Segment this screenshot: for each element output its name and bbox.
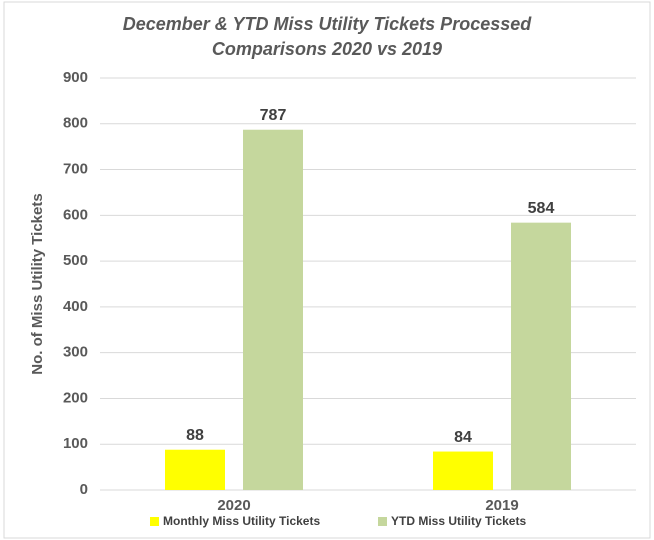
y-tick-label: 900 bbox=[63, 69, 88, 86]
y-tick-label: 700 bbox=[63, 161, 88, 178]
bar bbox=[165, 449, 225, 490]
x-tick-label: 2020 bbox=[217, 497, 250, 514]
bar bbox=[433, 451, 493, 490]
y-tick-label: 0 bbox=[80, 481, 88, 498]
y-tick-label: 300 bbox=[63, 344, 88, 361]
data-label: 787 bbox=[260, 107, 287, 124]
legend-label: YTD Miss Utility Tickets bbox=[391, 514, 526, 528]
y-tick-label: 500 bbox=[63, 252, 88, 269]
y-tick-label: 200 bbox=[63, 389, 88, 406]
data-label: 84 bbox=[454, 429, 472, 446]
y-tick-label: 100 bbox=[63, 435, 88, 452]
y-tick-label: 600 bbox=[63, 206, 88, 223]
bar bbox=[511, 222, 571, 490]
data-label: 88 bbox=[186, 427, 204, 444]
y-axis-label: No. of Miss Utility Tickets bbox=[29, 193, 46, 374]
legend-swatch bbox=[378, 517, 387, 526]
legend-label: Monthly Miss Utility Tickets bbox=[163, 514, 320, 528]
chart-title: Comparisons 2020 vs 2019 bbox=[212, 39, 442, 59]
data-label: 584 bbox=[528, 200, 555, 217]
y-tick-label: 800 bbox=[63, 115, 88, 132]
chart-title: December & YTD Miss Utility Tickets Proc… bbox=[123, 14, 533, 34]
bar bbox=[243, 129, 303, 490]
y-tick-label: 400 bbox=[63, 298, 88, 315]
x-tick-label: 2019 bbox=[485, 497, 518, 514]
legend-swatch bbox=[150, 517, 159, 526]
